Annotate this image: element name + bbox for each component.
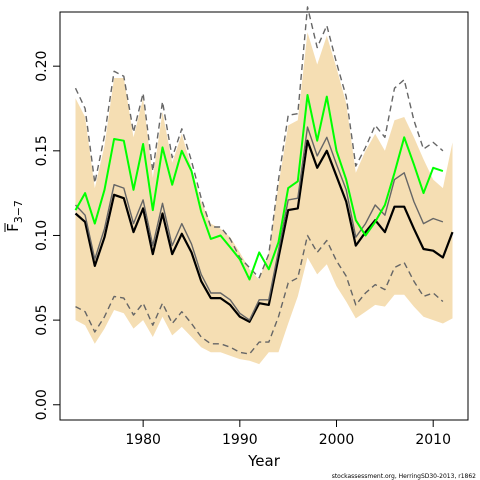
x-tick-label: 1990 [222,432,258,448]
series-line-previous [74,94,444,281]
y-tick-label: 0.15 [34,135,50,166]
y-axis-label-main: F [4,223,22,232]
y-tick-label: 0.00 [34,389,50,420]
x-tick-label: 2000 [319,432,355,448]
y-tick-label: 0.05 [34,305,50,336]
series-line-estimate [74,139,454,323]
y-tick-label: 0.10 [34,220,50,251]
series-line-lower-ci [75,234,444,355]
series-line-upper-ci [74,6,444,279]
plot-frame [59,11,469,421]
x-axis: 1980 1990 2000 2010 [125,420,451,448]
credit-text: stockassessment.org, HerringSD30-2013, r… [332,473,476,480]
y-axis: 0.00 0.05 0.10 0.15 0.20 [34,51,60,420]
x-tick-label: 2010 [415,432,451,448]
y-tick-label: 0.20 [34,51,50,82]
y-axis-label-subscript: 3−7 [12,200,25,223]
plot-area [74,6,454,365]
svg-text:F3−7: F3−7 [4,200,25,232]
confidence-band [75,32,453,365]
x-axis-label: Year [247,452,281,470]
x-tick-label: 1980 [125,432,161,448]
y-axis-label: F3−7 [4,200,25,232]
